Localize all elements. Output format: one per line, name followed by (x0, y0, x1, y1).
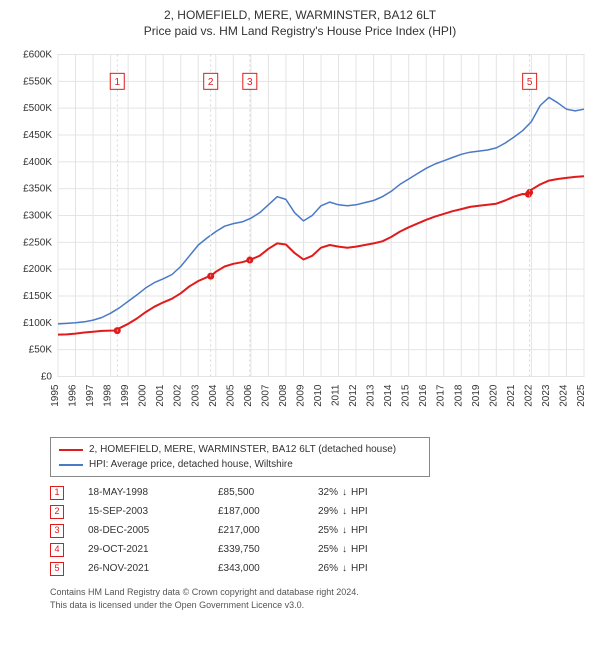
legend-swatch (59, 449, 83, 451)
event-price: £339,750 (218, 540, 318, 559)
legend-swatch (59, 464, 83, 466)
events-table: 1 18-MAY-1998£85,50032%↓HPI 2 15-SEP-2003£1… (50, 483, 590, 578)
svg-text:5: 5 (527, 77, 533, 88)
event-price: £217,000 (218, 521, 318, 540)
svg-text:2015: 2015 (401, 384, 412, 407)
svg-text:2014: 2014 (383, 384, 394, 407)
event-delta: 25%↓HPI (318, 521, 428, 540)
svg-text:1996: 1996 (68, 384, 79, 407)
arrow-down-icon: ↓ (342, 559, 347, 578)
svg-text:£500K: £500K (23, 103, 52, 114)
svg-text:2007: 2007 (260, 384, 271, 407)
event-date: 26-NOV-2021 (88, 559, 218, 578)
svg-text:2020: 2020 (488, 384, 499, 407)
svg-text:2018: 2018 (453, 384, 464, 407)
event-price: £187,000 (218, 502, 318, 521)
event-marker: 1 (50, 486, 64, 500)
svg-text:2024: 2024 (558, 384, 569, 407)
svg-text:2022: 2022 (523, 384, 534, 407)
svg-text:2: 2 (208, 77, 214, 88)
svg-text:2000: 2000 (138, 384, 149, 407)
svg-text:£300K: £300K (23, 211, 52, 222)
event-row: 1 18-MAY-1998£85,50032%↓HPI (50, 483, 590, 502)
event-delta: 26%↓HPI (318, 559, 428, 578)
svg-text:2001: 2001 (155, 384, 166, 407)
event-row: 2 15-SEP-2003£187,00029%↓HPI (50, 502, 590, 521)
svg-text:1997: 1997 (85, 384, 96, 407)
legend: 2, HOMEFIELD, MERE, WARMINSTER, BA12 6LT… (50, 437, 430, 477)
footer-line2: This data is licensed under the Open Gov… (50, 599, 590, 612)
svg-text:1998: 1998 (103, 384, 114, 407)
svg-text:3: 3 (247, 77, 253, 88)
svg-text:£350K: £350K (23, 184, 52, 195)
svg-text:2009: 2009 (295, 384, 306, 407)
svg-text:2002: 2002 (173, 384, 184, 407)
legend-item: HPI: Average price, detached house, Wilt… (59, 457, 421, 472)
event-row: 5 26-NOV-2021£343,00026%↓HPI (50, 559, 590, 578)
chart-title-line1: 2, HOMEFIELD, MERE, WARMINSTER, BA12 6LT (10, 8, 590, 22)
arrow-down-icon: ↓ (342, 483, 347, 502)
svg-text:1999: 1999 (120, 384, 131, 407)
svg-text:£450K: £450K (23, 130, 52, 141)
event-marker: 3 (50, 524, 64, 538)
svg-text:£50K: £50K (29, 345, 53, 356)
event-date: 08-DEC-2005 (88, 521, 218, 540)
event-date: 15-SEP-2003 (88, 502, 218, 521)
event-row: 4 29-OCT-2021£339,75025%↓HPI (50, 540, 590, 559)
svg-text:£400K: £400K (23, 157, 52, 168)
svg-text:£0: £0 (41, 372, 53, 383)
arrow-down-icon: ↓ (342, 521, 347, 540)
legend-item: 2, HOMEFIELD, MERE, WARMINSTER, BA12 6LT… (59, 442, 421, 457)
svg-text:2016: 2016 (418, 384, 429, 407)
svg-text:£150K: £150K (23, 291, 52, 302)
svg-text:2010: 2010 (313, 384, 324, 407)
svg-text:2004: 2004 (208, 384, 219, 407)
event-price: £343,000 (218, 559, 318, 578)
svg-text:2008: 2008 (278, 384, 289, 407)
chart-plot: £0 £50K £100K £150K £200K £250K £300K £350K £400… (10, 46, 590, 431)
event-date: 29-OCT-2021 (88, 540, 218, 559)
svg-text:2021: 2021 (506, 384, 517, 407)
svg-text:2023: 2023 (541, 384, 552, 407)
legend-label: HPI: Average price, detached house, Wilt… (89, 457, 293, 472)
chart-title-line2: Price paid vs. HM Land Registry's House … (10, 24, 590, 38)
footer-line1: Contains HM Land Registry data © Crown c… (50, 586, 590, 599)
event-delta: 29%↓HPI (318, 502, 428, 521)
svg-text:2003: 2003 (190, 384, 201, 407)
arrow-down-icon: ↓ (342, 540, 347, 559)
svg-text:2019: 2019 (471, 384, 482, 407)
svg-text:2017: 2017 (436, 384, 447, 407)
event-delta: 25%↓HPI (318, 540, 428, 559)
svg-text:2011: 2011 (331, 384, 342, 406)
event-row: 3 08-DEC-2005£217,00025%↓HPI (50, 521, 590, 540)
svg-text:2025: 2025 (576, 384, 587, 407)
event-marker: 2 (50, 505, 64, 519)
event-marker: 5 (50, 562, 64, 576)
svg-text:£600K: £600K (23, 50, 52, 61)
svg-text:2005: 2005 (225, 384, 236, 407)
svg-text:£550K: £550K (23, 76, 52, 87)
event-delta: 32%↓HPI (318, 483, 428, 502)
svg-text:2012: 2012 (348, 384, 359, 407)
svg-text:£200K: £200K (23, 264, 52, 275)
svg-text:1995: 1995 (50, 384, 61, 407)
event-price: £85,500 (218, 483, 318, 502)
arrow-down-icon: ↓ (342, 502, 347, 521)
svg-text:£250K: £250K (23, 237, 52, 248)
event-marker: 4 (50, 543, 64, 557)
svg-text:1: 1 (114, 77, 120, 88)
svg-text:2006: 2006 (243, 384, 254, 407)
svg-text:£100K: £100K (23, 318, 52, 329)
svg-text:2013: 2013 (366, 384, 377, 407)
event-date: 18-MAY-1998 (88, 483, 218, 502)
legend-label: 2, HOMEFIELD, MERE, WARMINSTER, BA12 6LT… (89, 442, 396, 457)
